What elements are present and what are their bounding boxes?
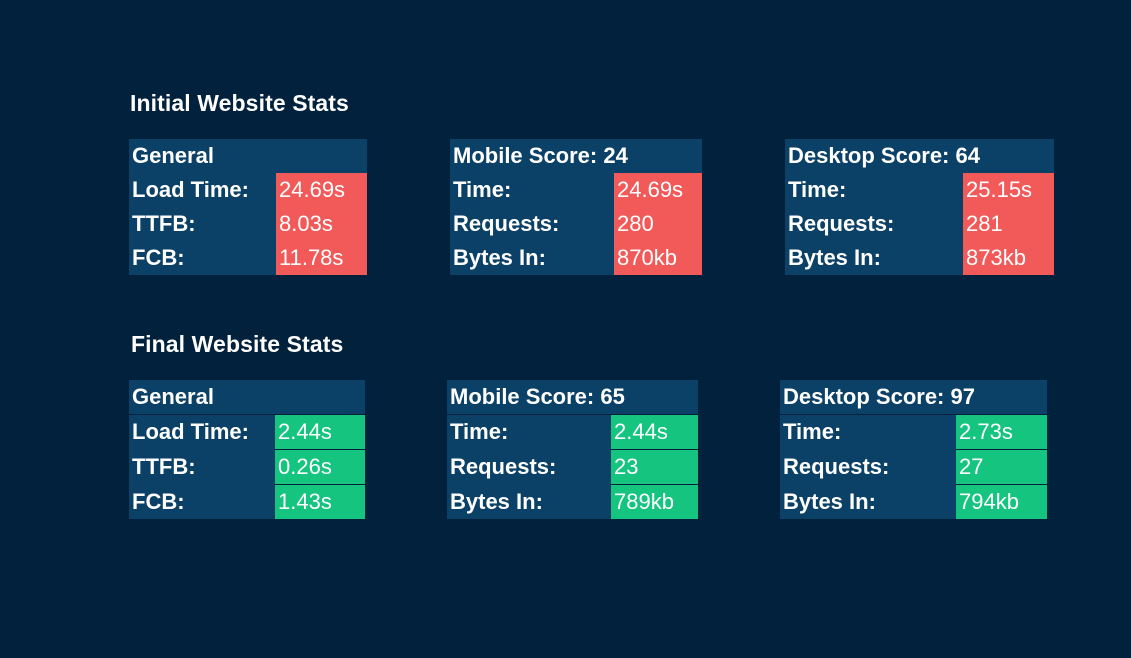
- row-value: 280: [614, 207, 702, 241]
- initial-desktop-table: Desktop Score: 64 Time: 25.15s Requests:…: [785, 139, 1054, 275]
- table-header-row: General: [129, 139, 367, 173]
- table-row: TTFB: 8.03s: [129, 207, 367, 241]
- row-label: Time:: [785, 173, 963, 207]
- row-label: Time:: [450, 173, 614, 207]
- table-row: TTFB: 0.26s: [129, 449, 365, 485]
- table-row: FCB: 11.78s: [129, 241, 367, 275]
- row-value: 2.44s: [611, 414, 698, 450]
- initial-stats-title: Initial Website Stats: [130, 90, 349, 116]
- table-header-row: Desktop Score: 97: [780, 380, 1047, 415]
- row-label: Requests:: [780, 449, 956, 485]
- table-heading: General: [129, 139, 367, 173]
- row-value: 870kb: [614, 241, 702, 275]
- table-row: Requests: 281: [785, 207, 1054, 241]
- final-stats-title: Final Website Stats: [131, 331, 344, 357]
- row-label: Requests:: [450, 207, 614, 241]
- table-row: Requests: 23: [447, 449, 698, 485]
- row-value: 8.03s: [276, 207, 367, 241]
- row-label: Bytes In:: [780, 484, 956, 519]
- table-row: Bytes In: 873kb: [785, 241, 1054, 275]
- table-row: Time: 2.44s: [447, 414, 698, 450]
- row-value: 0.26s: [275, 449, 365, 485]
- row-label: Requests:: [447, 449, 611, 485]
- table-row: Bytes In: 794kb: [780, 484, 1047, 519]
- row-label: Bytes In:: [450, 241, 614, 275]
- final-desktop-table: Desktop Score: 97 Time: 2.73s Requests: …: [780, 380, 1047, 519]
- row-value: 25.15s: [963, 173, 1054, 207]
- row-label: Load Time:: [129, 414, 275, 450]
- row-value: 1.43s: [275, 484, 365, 519]
- row-value: 24.69s: [614, 173, 702, 207]
- table-row: Load Time: 2.44s: [129, 414, 365, 450]
- table-row: Time: 24.69s: [450, 173, 702, 207]
- row-value: 789kb: [611, 484, 698, 519]
- table-header-row: Desktop Score: 64: [785, 139, 1054, 173]
- row-value: 24.69s: [276, 173, 367, 207]
- row-label: Time:: [447, 414, 611, 450]
- table-heading: Mobile Score: 24: [450, 139, 702, 173]
- table-header-row: General: [129, 380, 365, 415]
- table-row: Time: 25.15s: [785, 173, 1054, 207]
- row-value: 2.44s: [275, 414, 365, 450]
- table-row: Requests: 27: [780, 449, 1047, 485]
- row-value: 2.73s: [956, 414, 1047, 450]
- table-row: Time: 2.73s: [780, 414, 1047, 450]
- row-value: 11.78s: [276, 241, 367, 275]
- table-heading: Desktop Score: 97: [780, 380, 1047, 415]
- final-mobile-table: Mobile Score: 65 Time: 2.44s Requests: 2…: [447, 380, 698, 519]
- row-value: 794kb: [956, 484, 1047, 519]
- table-heading: Mobile Score: 65: [447, 380, 698, 415]
- table-row: FCB: 1.43s: [129, 484, 365, 519]
- table-row: Bytes In: 870kb: [450, 241, 702, 275]
- row-label: Time:: [780, 414, 956, 450]
- initial-general-table: General Load Time: 24.69s TTFB: 8.03s FC…: [129, 139, 367, 275]
- table-heading: General: [129, 380, 365, 415]
- row-label: TTFB:: [129, 207, 276, 241]
- table-row: Bytes In: 789kb: [447, 484, 698, 519]
- final-general-table: General Load Time: 2.44s TTFB: 0.26s FCB…: [129, 380, 365, 519]
- row-label: Bytes In:: [785, 241, 963, 275]
- row-label: TTFB:: [129, 449, 275, 485]
- table-header-row: Mobile Score: 65: [447, 380, 698, 415]
- row-value: 27: [956, 449, 1047, 485]
- table-heading: Desktop Score: 64: [785, 139, 1054, 173]
- row-label: FCB:: [129, 241, 276, 275]
- row-value: 23: [611, 449, 698, 485]
- initial-mobile-table: Mobile Score: 24 Time: 24.69s Requests: …: [450, 139, 702, 275]
- row-label: Load Time:: [129, 173, 276, 207]
- table-row: Requests: 280: [450, 207, 702, 241]
- row-label: Bytes In:: [447, 484, 611, 519]
- row-label: Requests:: [785, 207, 963, 241]
- row-value: 281: [963, 207, 1054, 241]
- table-header-row: Mobile Score: 24: [450, 139, 702, 173]
- row-value: 873kb: [963, 241, 1054, 275]
- table-row: Load Time: 24.69s: [129, 173, 367, 207]
- row-label: FCB:: [129, 484, 275, 519]
